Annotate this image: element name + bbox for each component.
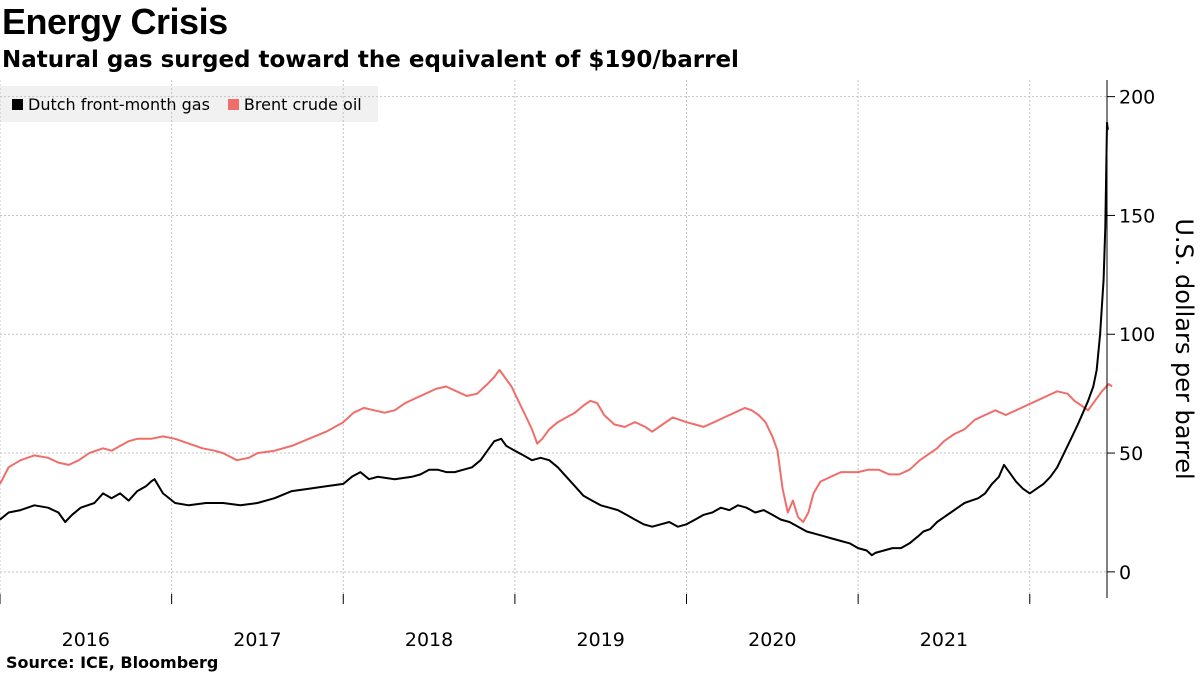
y-tick-label-150: 150: [1119, 205, 1155, 227]
x-tick-label-2020: 2020: [748, 629, 796, 651]
y-tick-label-200: 200: [1119, 87, 1155, 109]
legend: Dutch front-month gas Brent crude oil: [0, 86, 378, 122]
x-tick-label-2019: 2019: [577, 629, 625, 651]
x-tick-label-2017: 2017: [233, 629, 281, 651]
y-tick-label-0: 0: [1119, 562, 1131, 584]
legend-label-gas: Dutch front-month gas: [28, 94, 210, 114]
series-line-brent: [0, 368, 1113, 523]
source-note: Source: ICE, Bloomberg: [6, 653, 219, 672]
legend-swatch-brent: [227, 98, 239, 110]
legend-label-brent: Brent crude oil: [243, 94, 362, 114]
axes: 0 50 100 150 200 2016 2017 2018 2019 2020 2021 U.S.…: [0, 80, 1198, 651]
x-tick-label-2021: 2021: [920, 629, 968, 651]
x-tick-label-2018: 2018: [405, 629, 453, 651]
x-tick-label-2016: 2016: [62, 629, 110, 651]
legend-item-gas: Dutch front-month gas: [12, 95, 210, 114]
legend-item-brent: Brent crude oil: [227, 94, 362, 114]
chart-title: Energy Crisis: [2, 1, 228, 42]
series-line-gas: [0, 121, 1109, 557]
y-tick-label-50: 50: [1119, 443, 1143, 465]
gridlines: [0, 80, 1107, 598]
chart-subtitle: Natural gas surged toward the equivalent…: [2, 47, 739, 73]
y-tick-label-100: 100: [1119, 324, 1155, 346]
series-lines: [0, 121, 1113, 557]
legend-swatch-gas: [12, 98, 23, 110]
y-axis-label: U.S. dollars per barrel: [1170, 218, 1198, 479]
